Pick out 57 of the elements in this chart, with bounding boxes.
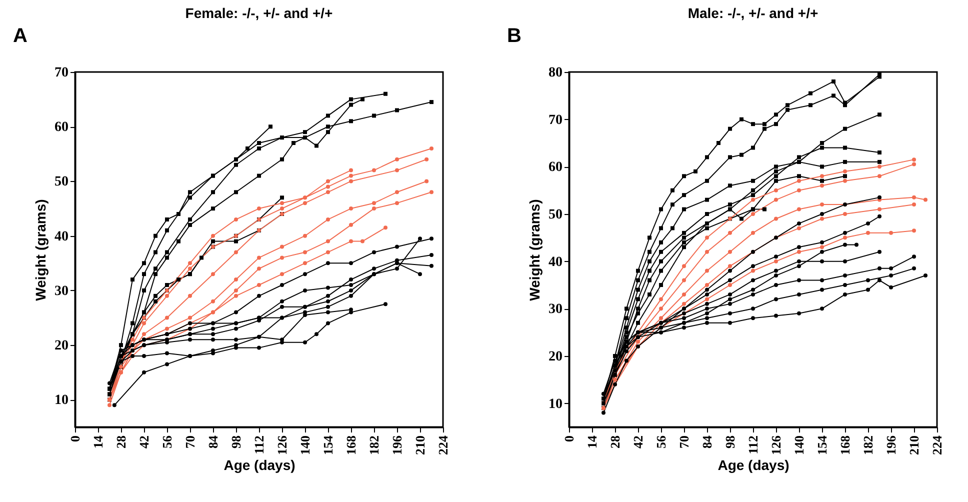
x-tick-label: 70 <box>182 436 198 448</box>
x-tick-label: 84 <box>206 435 220 448</box>
y-tick-label: 70 <box>548 112 562 128</box>
x-tick-label: 140 <box>792 436 806 455</box>
x-tick-label: 98 <box>722 435 738 448</box>
x-tick-label: 112 <box>252 436 266 454</box>
y-tick-label: 40 <box>54 229 68 244</box>
x-tick-label: 0 <box>68 436 82 442</box>
x-tick-label: 168 <box>344 435 358 455</box>
x-tick-label: 196 <box>884 435 898 455</box>
x-tick-label: 42 <box>136 436 152 448</box>
x-tick-label: 70 <box>676 436 692 448</box>
x-tick-label: 154 <box>814 435 830 455</box>
x-tick-label: 224 <box>930 435 944 455</box>
x-tick-label: 28 <box>114 435 128 448</box>
y-tick-label: 40 <box>548 254 562 270</box>
y-tick-label: 20 <box>54 338 68 354</box>
x-tick-label: 56 <box>160 435 174 448</box>
x-tick-label: 112 <box>746 436 760 454</box>
y-tick-label: 80 <box>548 66 562 80</box>
chart-title: Male: -/-, +/- and +/+ <box>688 5 818 21</box>
text: A <box>13 25 28 47</box>
y-tick-label: 30 <box>548 302 562 318</box>
y-tick-label: 50 <box>54 174 68 190</box>
y-tick-label: 50 <box>548 208 562 222</box>
x-tick-label: 224 <box>436 435 450 455</box>
x-tick-label: 28 <box>608 435 622 448</box>
x-tick-label: 196 <box>390 435 404 455</box>
x-tick-label: 14 <box>584 435 600 448</box>
x-tick-label: 56 <box>654 435 668 448</box>
y-tick-label: 70 <box>54 66 68 80</box>
x-tick-label: 0 <box>562 436 576 442</box>
x-tick-label: 126 <box>768 435 784 455</box>
x-axis-title: Age (days) <box>224 457 296 473</box>
chart-title: Female: -/-, +/- and +/+ <box>185 5 333 21</box>
y-axis-title: Weight (grams) <box>32 199 48 301</box>
x-tick-label: 182 <box>366 436 382 455</box>
x-tick-label: 42 <box>630 436 646 448</box>
y-tick-label: 30 <box>54 284 68 299</box>
x-tick-label: 126 <box>274 435 290 455</box>
x-tick-label: 210 <box>412 436 428 455</box>
y-tick-label: 60 <box>54 120 68 136</box>
x-tick-label: 14 <box>90 435 106 448</box>
x-tick-label: 168 <box>838 435 852 455</box>
y-tick-label: 10 <box>548 396 562 412</box>
x-tick-label: 182 <box>860 436 876 455</box>
x-axis-title: Age (days) <box>718 457 790 473</box>
x-tick-label: 154 <box>320 435 336 455</box>
y-tick-label: 60 <box>548 160 562 176</box>
x-tick-label: 140 <box>298 436 312 455</box>
x-tick-label: 98 <box>228 435 244 448</box>
x-tick-label: 84 <box>700 435 714 448</box>
y-axis-title: Weight (grams) <box>526 199 542 301</box>
x-tick-label: 210 <box>906 436 922 455</box>
y-tick-label: 20 <box>548 350 562 364</box>
text: B <box>507 25 522 47</box>
y-tick-label: 10 <box>54 393 68 408</box>
